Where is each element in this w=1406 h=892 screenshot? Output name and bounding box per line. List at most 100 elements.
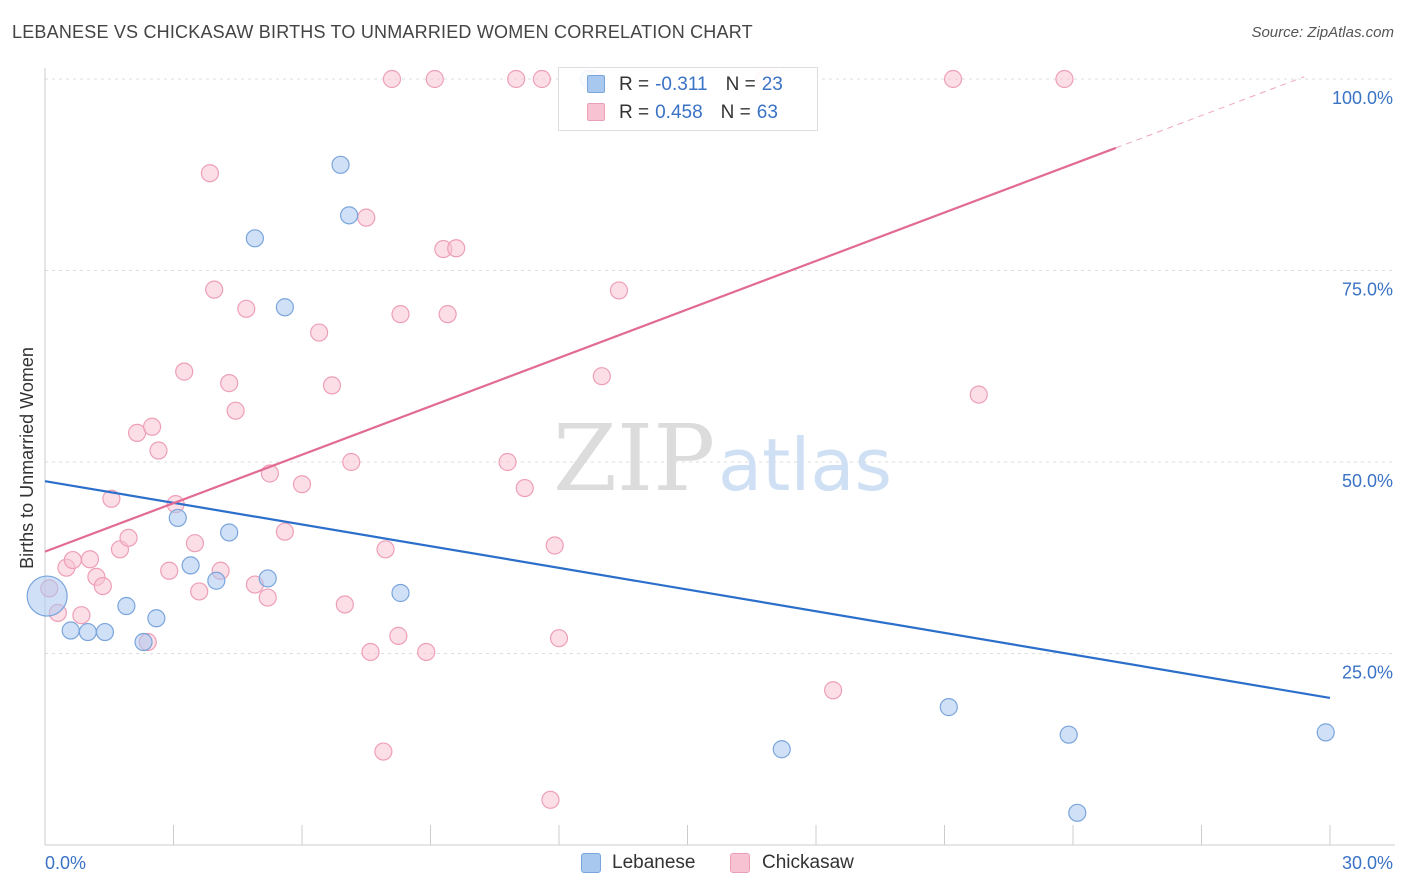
chickasaw-point-59 [969,385,988,404]
lebanese-point-4 [117,596,136,616]
chickasaw-point-60 [1055,69,1074,89]
lebanese-point-18 [772,740,791,759]
chickasaw-point-29 [275,522,294,541]
lebanese-n-value: 23 [761,74,783,95]
watermark-atlas: atlas [718,423,892,507]
grid-lines [45,78,1395,654]
chickasaw-point-3 [63,550,82,570]
chickasaw-point-17 [175,362,194,381]
chickasaw-point-32 [322,376,342,395]
chickasaw-point-51 [541,790,560,809]
lebanese-r-label: R = [619,74,650,95]
lebanese-point-21 [1068,803,1087,822]
chickasaw-point-45 [447,239,466,258]
chickasaw-r-label: R = [619,102,650,123]
lebanese-point-22 [1316,723,1335,742]
y-tick-label-1: 50.0% [1342,471,1393,491]
x-tick-label-max: 30.0% [1342,853,1393,873]
lebanese-point-10 [220,523,239,542]
lebanese-n-label: N = [725,74,756,95]
chickasaw-point-7 [93,576,112,596]
chickasaw-point-53 [549,629,569,648]
lebanese-point-20 [1059,725,1078,744]
chickasaw-point-54 [592,367,611,386]
axes [44,68,1395,846]
watermark: ZIP atlas [553,405,892,512]
chickasaw-point-18 [185,534,205,553]
lebanese-point-1 [61,621,80,640]
lebanese-point-2 [78,622,97,642]
lebanese-point-5 [134,632,153,652]
legend-lebanese-swatch [581,853,601,873]
lebanese-point-6 [147,609,166,628]
chickasaw-point-8 [102,489,121,508]
chickasaw-point-20 [200,164,220,183]
y-tick-label-2: 75.0% [1342,280,1393,300]
lebanese-point-0 [26,575,68,617]
chickasaw-point-24 [226,401,245,420]
chickasaw-point-33 [335,595,354,614]
chickasaw-point-42 [417,642,436,662]
chickasaw-n-label: N = [720,102,751,123]
lebanese-swatch [587,75,605,93]
chickasaw-point-40 [391,305,410,324]
chickasaw-point-21 [205,280,224,299]
y-tick-label-0: 25.0% [1342,663,1393,683]
stats-legend: R = -0.311 N = 23 R = 0.458 N = 63 [558,67,818,131]
lebanese-point-8 [181,556,200,575]
chickasaw-point-27 [258,588,277,607]
chickasaw-trend-line [44,146,1117,553]
lebanese-point-14 [331,155,350,174]
chickasaw-trend-extension [1115,76,1305,149]
chickasaw-point-13 [142,417,162,436]
chickasaw-point-37 [374,742,393,761]
lebanese-point-9 [207,571,226,590]
chickasaw-point-25 [237,299,256,318]
chickasaw-point-57 [824,681,843,700]
chickasaw-point-15 [160,561,179,580]
chickasaw-point-43 [425,69,444,89]
chickasaw-point-30 [292,475,312,494]
lebanese-trend-line [44,480,1331,700]
chickasaw-point-35 [357,208,376,227]
axis-labels: 25.0% 50.0% 75.0% 100.0% 0.0% 30.0% Births to … [17,88,1393,873]
chickasaw-point-38 [376,540,395,559]
chickasaw-point-34 [342,452,361,472]
y-axis-title: Births to Unmarried Women [17,347,37,569]
lebanese-point-15 [340,206,359,225]
chickasaw-point-41 [389,626,408,645]
chickasaw-point-48 [507,69,526,89]
chickasaw-swatch [587,103,605,121]
lebanese-point-3 [95,622,115,642]
chickasaw-stats: R = 0.458 N = 63 [619,100,778,126]
chickasaw-point-5 [80,550,100,569]
lebanese-point-11 [245,229,264,248]
source-credit: Source: ZipAtlas.com [1251,24,1394,41]
chickasaw-point-19 [190,582,209,601]
lebanese-point-12 [258,569,277,588]
chickasaw-point-4 [72,606,91,625]
trend-lines [44,76,1331,700]
chickasaw-point-46 [438,305,457,324]
chickasaw-points [40,69,1074,809]
lebanese-point-13 [275,298,294,317]
chickasaw-point-47 [498,452,517,472]
chickasaw-point-39 [382,69,402,89]
chart-title: LEBANESE VS CHICKASAW BIRTHS TO UNMARRIE… [12,22,753,42]
chickasaw-r-value: 0.458 [655,102,703,123]
legend-chickasaw-label: Chickasaw [762,852,854,873]
legend-lebanese-label: Lebanese [612,852,696,873]
chickasaw-n-value: 63 [756,102,778,123]
lebanese-points [26,69,1335,822]
chickasaw-point-31 [310,323,329,342]
chickasaw-point-58 [943,69,963,89]
x-tick-label-min: 0.0% [45,853,86,873]
chickasaw-point-10 [119,528,138,547]
chickasaw-point-55 [609,281,629,300]
lebanese-point-16 [391,583,410,603]
watermark-zip: ZIP [553,405,715,512]
lebanese-stats: R = -0.311 N = 23 [619,72,783,98]
lebanese-point-19 [939,698,958,717]
chickasaw-point-36 [361,642,380,662]
chickasaw-point-50 [532,69,551,89]
